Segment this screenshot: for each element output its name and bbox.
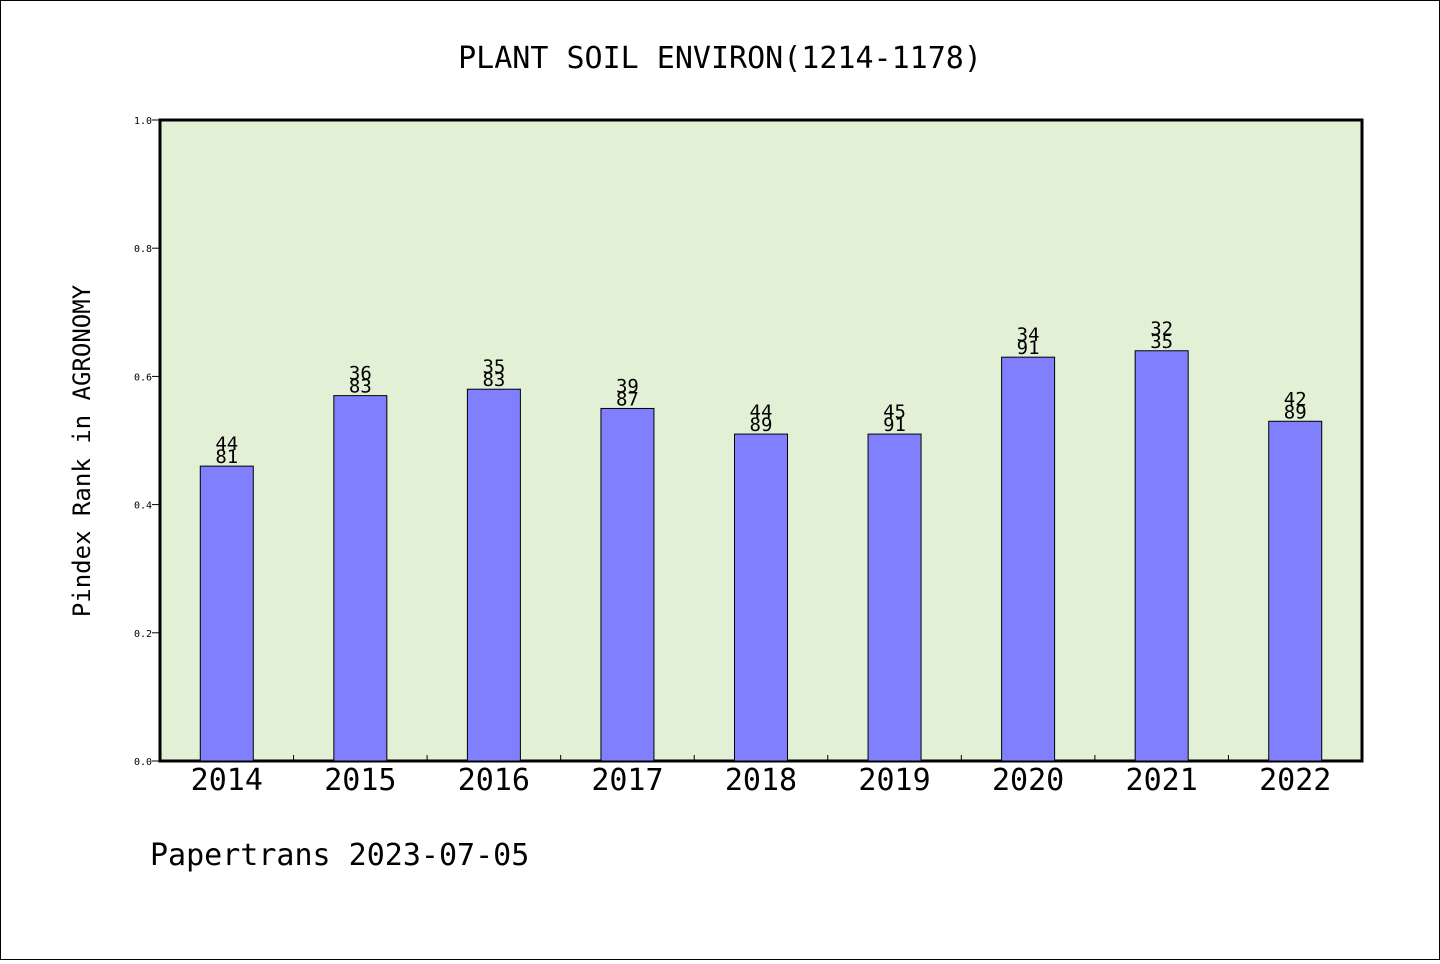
bar-label-top: 39 [616,375,639,397]
bar-label-bottom: 87 [616,388,639,410]
y-tick-label: 0.2 [134,629,152,640]
bar-label-top: 42 [1284,388,1307,410]
y-axis: 0.0 0.2 0.4 0.6 0.8 1.0 [134,116,160,768]
y-tick-label: 0.0 [134,757,152,768]
footer-note: Papertrans 2023-07-05 [150,838,529,873]
bar-label-top: 36 [349,363,372,385]
bar-label-bottom: 83 [349,376,372,398]
bar-2014 [199,465,254,762]
bar-2015 [333,395,388,762]
bar-2020 [1001,356,1056,762]
bar-label-top: 45 [883,401,906,423]
bar-2022 [1268,420,1323,762]
chart-title: PLANT SOIL ENVIRON(1214-1178) [458,41,982,76]
bar-label-bottom: 35 [1150,331,1173,353]
bar-label-top: 35 [482,356,505,378]
x-tick-labels: 2014 2015 2016 2017 2018 2019 2020 2021 2022 [191,763,1332,798]
x-tick-label: 2014 [191,763,263,798]
x-tick-label: 2019 [858,763,930,798]
x-tick-label: 2018 [725,763,797,798]
bars [199,350,1323,762]
bar-label-top: 34 [1017,324,1040,346]
x-tick-label: 2015 [324,763,396,798]
y-tick-label: 1.0 [134,116,152,127]
bar-2021 [1134,350,1189,762]
bar-label-bottom: 89 [1284,401,1307,423]
bar-label-bottom: 81 [215,446,238,468]
x-tick-label: 2021 [1126,763,1198,798]
bar-2018 [734,433,788,762]
bar-label-bottom: 91 [1017,337,1040,359]
y-tick-label: 0.8 [134,244,152,255]
y-axis-label: Pindex Rank in AGRONOMY [68,284,96,617]
x-tick-label: 2022 [1259,763,1331,798]
bar-label-top: 32 [1150,318,1173,340]
bar-label-bottom: 83 [482,369,505,391]
x-tick-label: 2016 [458,763,530,798]
bar-2019 [867,433,922,762]
bar-label-bottom: 91 [883,414,906,436]
bar-label-top: 44 [750,401,773,423]
x-axis [293,755,1229,761]
bar-2016 [466,388,521,762]
y-tick-label: 0.6 [134,372,152,383]
x-tick-label: 2020 [992,763,1064,798]
y-tick-label: 0.4 [134,501,152,512]
bar-label-bottom: 89 [750,414,773,436]
bar-2017 [600,407,655,762]
bar-label-top: 44 [215,433,238,455]
x-tick-label: 2017 [591,763,663,798]
